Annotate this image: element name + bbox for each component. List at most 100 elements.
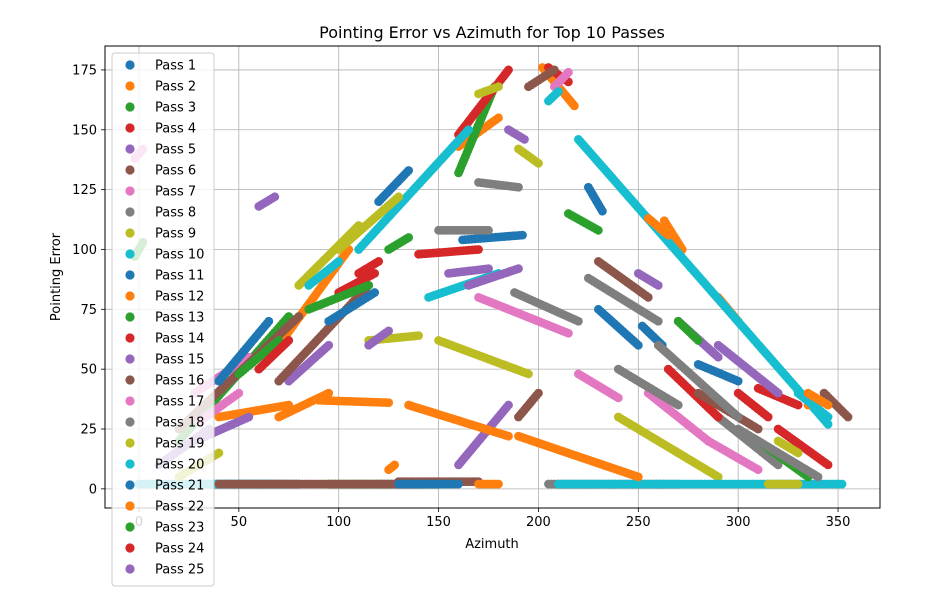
data-point — [284, 336, 294, 345]
data-point — [763, 412, 773, 422]
legend-label: Pass 4 — [155, 122, 196, 137]
y-tick-label: 25 — [80, 423, 97, 438]
data-point — [837, 479, 847, 489]
legend-marker — [125, 375, 135, 385]
series-21 — [214, 304, 643, 489]
legend-label: Pass 9 — [155, 227, 196, 242]
data-point — [823, 412, 833, 422]
data-point — [370, 288, 380, 297]
data-point — [673, 400, 683, 410]
data-point — [653, 280, 663, 290]
legend-marker — [125, 186, 135, 196]
data-point — [793, 479, 803, 489]
data-point — [384, 326, 394, 336]
legend-marker — [125, 354, 135, 364]
legend-box — [111, 52, 215, 587]
legend-marker — [125, 438, 135, 448]
data-point — [753, 465, 763, 475]
series-11 — [324, 288, 743, 386]
series-20 — [304, 87, 833, 422]
legend-label: Pass 7 — [155, 185, 196, 200]
series-24 — [254, 257, 773, 422]
legend-marker — [125, 249, 135, 259]
data-point — [324, 388, 334, 398]
legend-marker — [125, 270, 135, 280]
y-tick-label: 100 — [72, 243, 97, 258]
legend-label: Pass 25 — [155, 563, 204, 578]
data-point — [404, 233, 414, 242]
legend-marker — [125, 417, 135, 427]
data-point — [693, 336, 703, 345]
y-tick-label: 125 — [72, 183, 97, 198]
data-point — [484, 264, 493, 274]
legend-marker — [125, 480, 135, 490]
data-point — [823, 400, 833, 410]
data-point — [334, 257, 344, 266]
legend-label: Pass 24 — [155, 542, 204, 557]
legend-marker — [125, 333, 135, 343]
data-point — [633, 472, 643, 482]
legend-marker — [125, 564, 135, 574]
legend-label: Pass 14 — [155, 332, 204, 347]
data-point — [633, 340, 643, 350]
legend-label: Pass 17 — [155, 395, 204, 410]
data-point — [494, 113, 503, 123]
data-point — [653, 316, 663, 326]
data-point — [264, 316, 274, 326]
legend-marker — [125, 396, 135, 406]
data-point — [324, 340, 334, 350]
data-point — [773, 460, 783, 470]
x-tick-label: 50 — [231, 515, 248, 530]
data-point — [643, 292, 653, 302]
data-point — [514, 182, 523, 192]
legend-marker — [125, 165, 135, 175]
data-point — [384, 398, 394, 408]
legend-marker — [125, 60, 135, 70]
data-point — [244, 412, 254, 422]
data-point — [613, 393, 623, 403]
legend-marker — [125, 123, 135, 133]
data-point — [573, 316, 583, 326]
x-tick-label: 150 — [426, 515, 451, 530]
data-point — [564, 328, 573, 338]
data-point — [484, 225, 493, 235]
data-point — [494, 479, 503, 489]
data-points — [130, 63, 853, 489]
legend-label: Pass 15 — [155, 353, 204, 368]
legend-marker — [125, 144, 135, 154]
data-point — [534, 158, 543, 168]
legend-marker — [125, 543, 135, 553]
legend-label: Pass 8 — [155, 206, 196, 221]
data-point — [713, 412, 723, 422]
data-point — [518, 230, 527, 240]
series-12 — [214, 395, 823, 489]
data-point — [524, 369, 533, 379]
data-point — [564, 67, 573, 77]
legend-marker — [125, 459, 135, 469]
data-point — [773, 388, 783, 398]
data-point — [593, 225, 603, 235]
series-18 — [434, 225, 823, 482]
data-point — [270, 192, 280, 202]
data-point — [454, 479, 463, 489]
legend-label: Pass 21 — [155, 479, 204, 494]
data-point — [713, 472, 723, 482]
y-tick-label: 150 — [72, 123, 97, 138]
legend-label: Pass 6 — [155, 164, 196, 179]
plot-area-frame — [104, 45, 881, 509]
data-point — [663, 230, 673, 240]
legend-label: Pass 12 — [155, 290, 204, 305]
data-point — [534, 388, 543, 398]
data-point — [813, 472, 823, 482]
data-point — [390, 460, 400, 470]
legend-marker — [125, 207, 135, 217]
y-axis-label: Pointing Error — [49, 232, 64, 321]
data-point — [514, 264, 523, 274]
legend-marker — [125, 81, 135, 91]
data-point — [364, 280, 374, 290]
x-tick-label: 300 — [726, 515, 751, 530]
y-tick-label: 0 — [89, 482, 97, 497]
data-point — [504, 65, 513, 75]
legend-label: Pass 3 — [155, 101, 196, 116]
